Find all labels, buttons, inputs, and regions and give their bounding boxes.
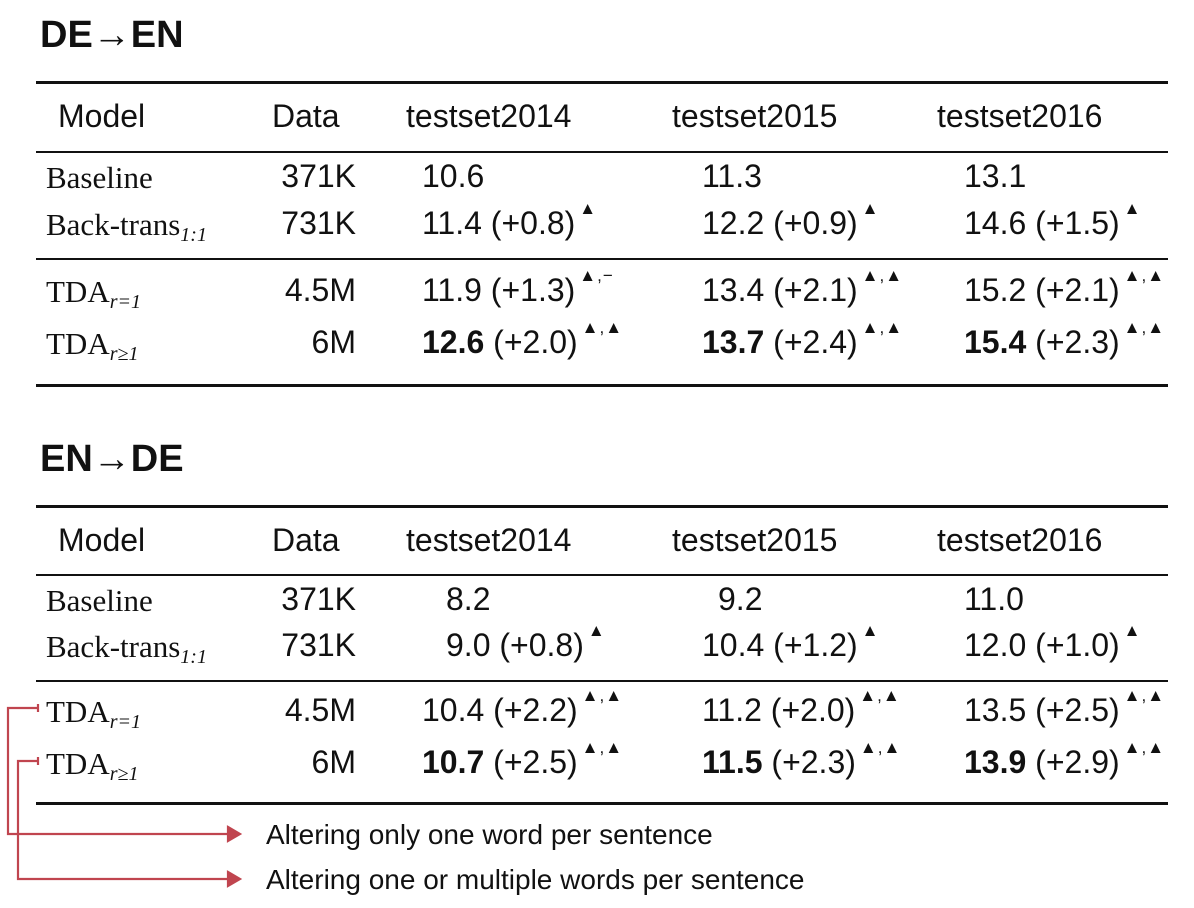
score-cell: 13.1 (964, 158, 1027, 194)
score-cell: 11.0 (964, 581, 1024, 617)
model-name: TDAr≥1 (46, 746, 139, 785)
score-cell: 10.4 (+1.2) ▲ (702, 621, 880, 663)
header-model: Model (58, 98, 146, 134)
significance-marker: ▲,▲ (1123, 266, 1166, 285)
data-size: 6M (311, 744, 356, 780)
data-size: 371K (281, 581, 356, 617)
significance-marker: ▲,▲ (581, 318, 624, 337)
header-testset2014: testset2014 (406, 98, 572, 134)
table-title-en-de: EN→DE (40, 438, 184, 480)
score-cell: 12.2 (+0.9) ▲ (702, 199, 880, 241)
model-name: TDAr=1 (46, 694, 141, 733)
arrow-line-multiple-words (16, 757, 228, 881)
data-size: 731K (281, 205, 356, 241)
significance-marker: ▲ (1123, 621, 1142, 640)
score-cell: 8.2 (446, 581, 491, 617)
header-model: Model (58, 522, 146, 558)
significance-marker: ▲,− (579, 266, 614, 285)
score-cell: 11.3 (702, 158, 762, 194)
data-size: 731K (281, 627, 356, 663)
data-size: 6M (311, 324, 356, 360)
score-cell: 9.2 (718, 581, 763, 617)
top-rule (36, 81, 1168, 84)
significance-marker: ▲ (861, 199, 880, 218)
header-rule (36, 574, 1168, 576)
data-size: 371K (281, 158, 356, 194)
table-title-de-en: DE→EN (40, 14, 184, 56)
score-cell: 10.7 (+2.5) ▲,▲ (422, 738, 624, 780)
group-rule (36, 258, 1168, 260)
score-cell: 11.9 (+1.3) ▲,− (422, 266, 614, 308)
header-testset2015: testset2015 (672, 98, 838, 134)
significance-marker: ▲,▲ (1123, 738, 1166, 757)
score-cell: 12.6 (+2.0) ▲,▲ (422, 318, 624, 360)
score-cell: 13.4 (+2.1) ▲,▲ (702, 266, 904, 308)
significance-marker: ▲ (587, 621, 606, 640)
arrow-head-one-word (226, 825, 243, 843)
significance-marker: ▲,▲ (861, 266, 904, 285)
significance-marker: ▲,▲ (1123, 318, 1166, 337)
annotation-one-word: Altering only one word per sentence (266, 819, 713, 850)
arrow-head-multiple-words (226, 870, 243, 888)
model-name: Baseline (46, 160, 153, 195)
score-cell: 11.5 (+2.3) ▲,▲ (702, 738, 902, 780)
header-data: Data (272, 98, 340, 134)
significance-marker: ▲,▲ (581, 686, 624, 705)
significance-marker: ▲,▲ (861, 318, 904, 337)
score-cell: 13.9 (+2.9) ▲,▲ (964, 738, 1166, 780)
score-cell: 12.0 (+1.0) ▲ (964, 621, 1142, 663)
significance-marker: ▲,▲ (1123, 686, 1166, 705)
data-size: 4.5M (284, 272, 356, 308)
significance-marker: ▲ (861, 621, 880, 640)
model-name: TDAr≥1 (46, 326, 139, 365)
significance-marker: ▲,▲ (859, 738, 902, 757)
score-cell: 13.7 (+2.4) ▲,▲ (702, 318, 904, 360)
header-testset2016: testset2016 (937, 522, 1103, 558)
header-testset2016: testset2016 (937, 98, 1103, 134)
significance-marker: ▲ (1123, 199, 1142, 218)
score-cell: 15.2 (+2.1) ▲,▲ (964, 266, 1166, 308)
score-cell: 14.6 (+1.5) ▲ (964, 199, 1142, 241)
annotation-multiple-words: Altering one or multiple words per sente… (266, 864, 805, 895)
top-rule (36, 505, 1168, 508)
score-cell: 13.5 (+2.5) ▲,▲ (964, 686, 1166, 728)
header-rule (36, 151, 1168, 153)
score-cell: 15.4 (+2.3) ▲,▲ (964, 318, 1166, 360)
bottom-rule (36, 384, 1168, 387)
score-cell: 10.6 (422, 158, 485, 194)
model-name: Back-trans1:1 (46, 207, 207, 246)
data-size: 4.5M (284, 692, 356, 728)
model-name: Back-trans1:1 (46, 629, 207, 668)
significance-marker: ▲,▲ (859, 686, 901, 705)
group-rule (36, 680, 1168, 682)
bottom-rule (36, 802, 1168, 805)
score-cell: 9.0 (+0.8) ▲ (446, 621, 606, 663)
header-data: Data (272, 522, 340, 558)
score-cell: 11.4 (+0.8) ▲ (422, 199, 598, 241)
arrow-line-one-word (6, 704, 228, 836)
model-name: TDAr=1 (46, 274, 141, 313)
score-cell: 10.4 (+2.2) ▲,▲ (422, 686, 624, 728)
score-cell: 11.2 (+2.0) ▲,▲ (702, 686, 901, 728)
header-testset2014: testset2014 (406, 522, 572, 558)
significance-marker: ▲ (579, 199, 598, 218)
significance-marker: ▲,▲ (581, 738, 624, 757)
model-name: Baseline (46, 583, 153, 618)
header-testset2015: testset2015 (672, 522, 838, 558)
